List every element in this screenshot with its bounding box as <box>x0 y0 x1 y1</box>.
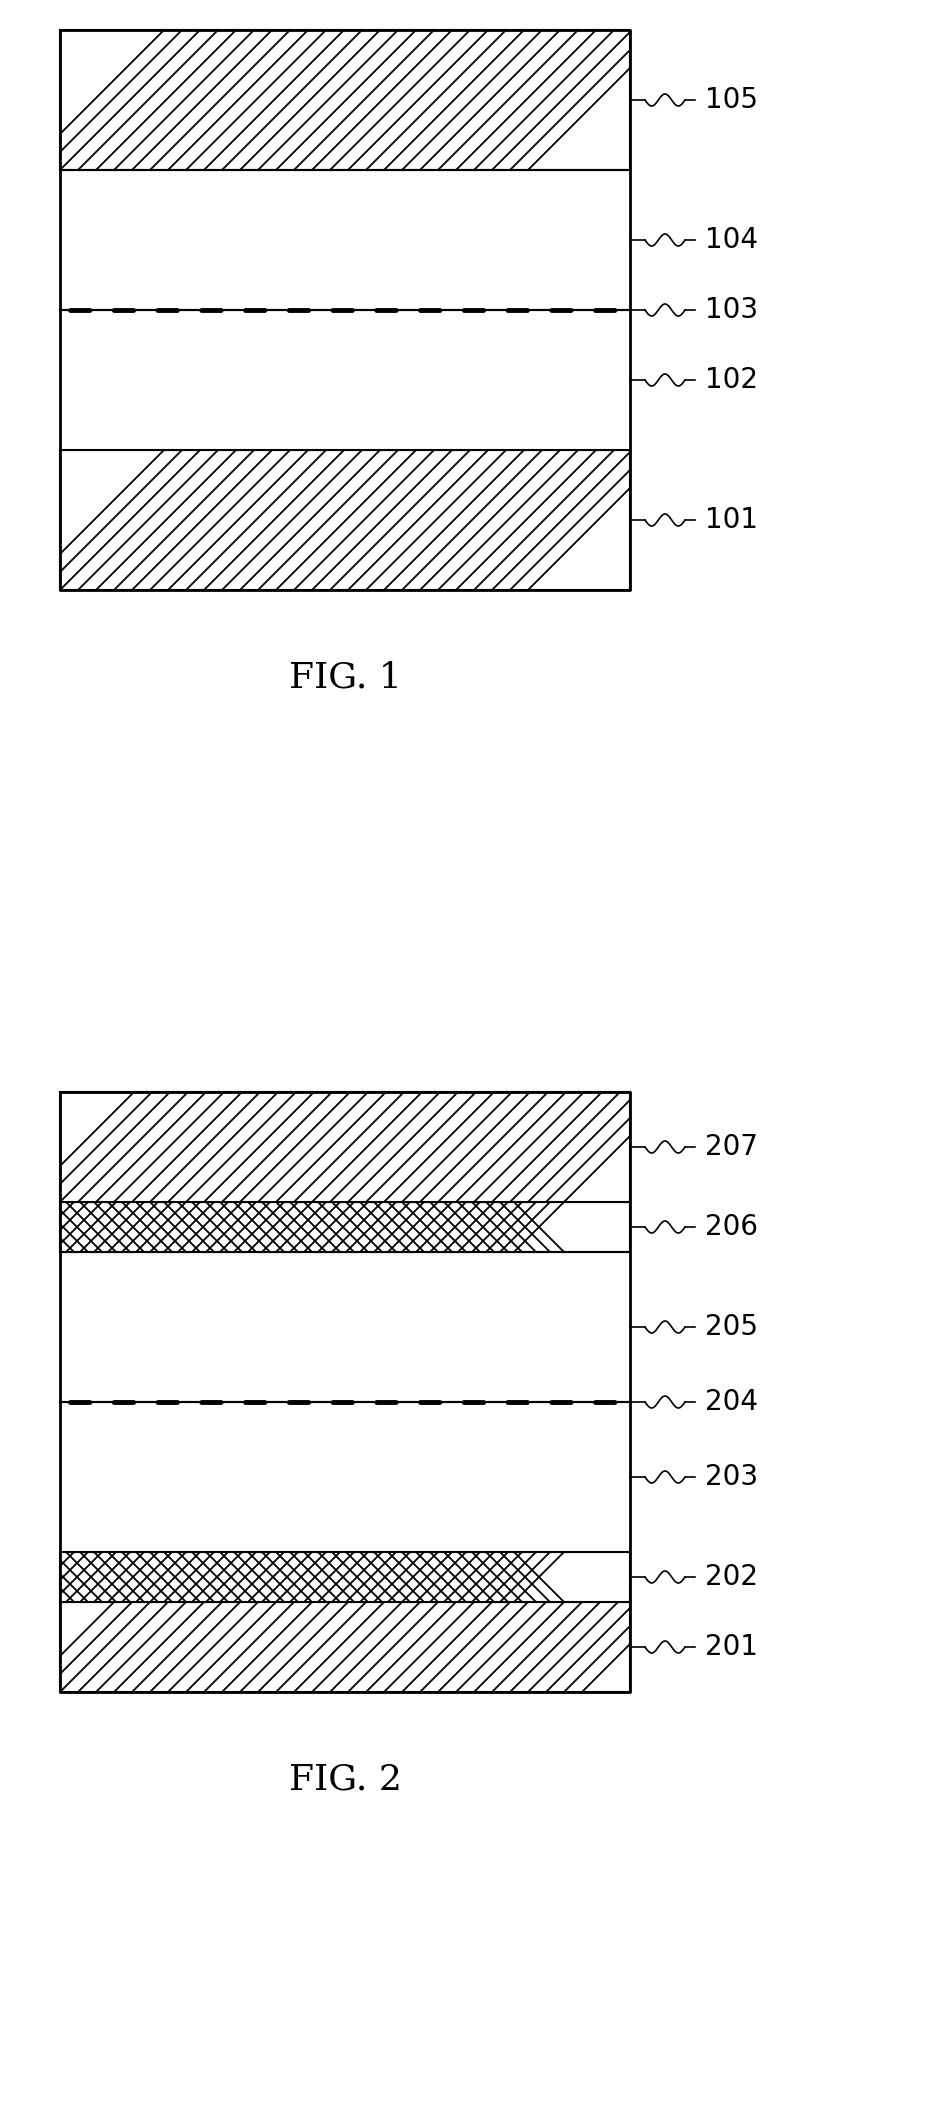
Text: 207: 207 <box>704 1132 757 1162</box>
Polygon shape <box>60 170 629 310</box>
Text: 103: 103 <box>704 295 757 325</box>
Text: 206: 206 <box>704 1213 757 1240</box>
Text: 201: 201 <box>704 1633 757 1661</box>
Polygon shape <box>60 310 629 450</box>
Polygon shape <box>60 450 629 590</box>
Text: 101: 101 <box>704 506 757 533</box>
Text: FIG. 2: FIG. 2 <box>289 1763 401 1797</box>
Polygon shape <box>60 30 629 170</box>
Polygon shape <box>60 1251 629 1402</box>
Text: 102: 102 <box>704 365 757 393</box>
Text: 105: 105 <box>704 85 757 115</box>
Text: 204: 204 <box>704 1387 757 1417</box>
Polygon shape <box>60 1553 629 1601</box>
Text: FIG. 1: FIG. 1 <box>289 661 401 695</box>
Polygon shape <box>60 1202 629 1251</box>
Polygon shape <box>60 1601 629 1693</box>
Text: 203: 203 <box>704 1463 757 1491</box>
Polygon shape <box>60 1402 629 1553</box>
Text: 104: 104 <box>704 225 757 255</box>
Text: 202: 202 <box>704 1563 757 1591</box>
Polygon shape <box>60 1092 629 1202</box>
Text: 205: 205 <box>704 1313 757 1340</box>
